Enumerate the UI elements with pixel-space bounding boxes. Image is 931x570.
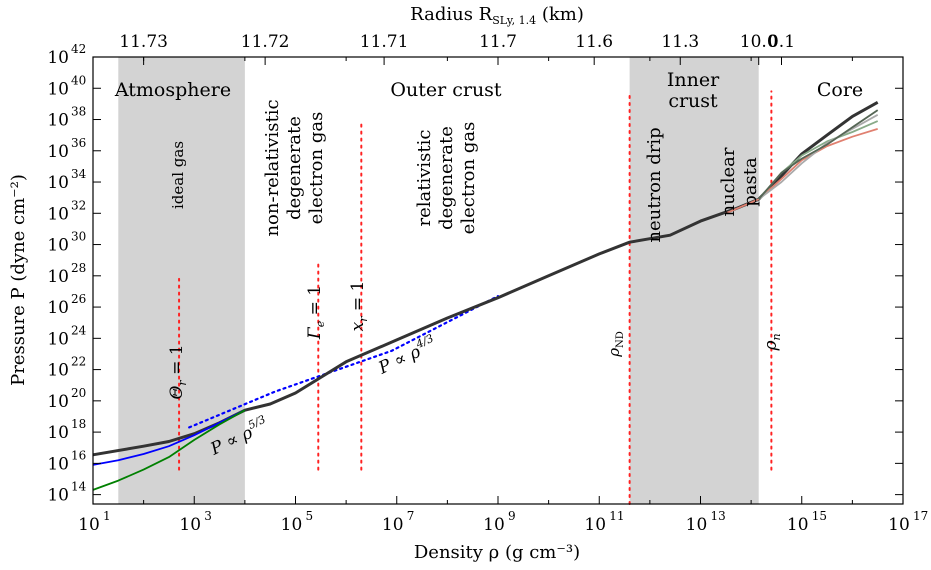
region-label-outer-crust: Outer crust xyxy=(390,79,502,101)
top-axis-title: Radius RSLy, 1.4 (km) xyxy=(410,4,584,27)
series-line-1 xyxy=(92,409,246,466)
y-tick-label-10: 10 xyxy=(47,173,69,193)
x-tick-exponent-8: 17 xyxy=(913,509,928,523)
y-tick-label-9: 10 xyxy=(47,204,69,224)
y-tick-exponent-5: 24 xyxy=(71,323,87,337)
top-tick-label-0: 11.73 xyxy=(119,32,168,52)
x-tick-label-6: 10 xyxy=(686,515,708,535)
x-tick-label-7: 10 xyxy=(787,515,809,535)
top-tick-label-2: 11.71 xyxy=(360,32,409,52)
annotation-rel-line1: relativistic xyxy=(414,130,435,227)
x-tick-exponent-2: 5 xyxy=(306,509,314,523)
y-tick-exponent-14: 42 xyxy=(71,42,86,56)
marker-label-theta: Θr = 1 xyxy=(167,344,189,399)
region-band-0 xyxy=(118,57,245,504)
y-tick-label-4: 10 xyxy=(47,361,69,381)
y-axis-title: Pressure P (dyne cm⁻²) xyxy=(8,174,29,386)
series-line-5 xyxy=(758,114,879,200)
x-tick-label-3: 10 xyxy=(382,515,404,535)
x-tick-label-8: 10 xyxy=(888,515,910,535)
series-line-4 xyxy=(758,120,879,200)
powerlaw-label-4-3: P ∝ ρ4/3 xyxy=(373,332,439,379)
y-tick-label-12: 10 xyxy=(47,111,69,131)
annotation-nonrelativistic: non-relativistic degenerate electron gas xyxy=(262,99,327,236)
region-band-2 xyxy=(629,57,759,504)
y-tick-label-13: 10 xyxy=(47,79,69,99)
x-tick-label-2: 10 xyxy=(281,515,303,535)
y-tick-exponent-11: 36 xyxy=(71,136,86,150)
x-tick-exponent-3: 7 xyxy=(407,509,415,523)
top-tick-label-4: 11.6 xyxy=(575,32,613,52)
y-tick-exponent-12: 38 xyxy=(71,105,86,119)
y-tick-label-8: 10 xyxy=(47,236,69,256)
x-axis-title: Density ρ (g cm⁻³) xyxy=(414,542,580,563)
y-tick-label-1: 10 xyxy=(47,454,69,474)
x-tick-exponent-0: 1 xyxy=(103,509,111,523)
x-tick-exponent-6: 13 xyxy=(711,509,726,523)
y-tick-exponent-8: 30 xyxy=(71,230,86,244)
top-tick-label-1: 11.72 xyxy=(241,32,290,52)
vertical-markers xyxy=(178,90,773,505)
region-shading xyxy=(118,57,759,504)
y-tick-exponent-1: 16 xyxy=(71,448,86,462)
top-tick-label-5: 11.3 xyxy=(661,32,699,52)
x-tick-label-5: 10 xyxy=(584,515,606,535)
marker-label-x: xr = 1 xyxy=(348,281,370,332)
series-line-6 xyxy=(758,109,879,200)
series-line-2 xyxy=(92,409,246,491)
x-tick-exponent-7: 15 xyxy=(812,509,827,523)
y-tick-exponent-13: 40 xyxy=(71,73,86,87)
y-tick-exponent-7: 28 xyxy=(71,261,86,275)
y-tick-label-7: 10 xyxy=(47,267,69,287)
y-tick-exponent-0: 14 xyxy=(71,480,87,494)
top-tick-label-6: 10.0 xyxy=(740,32,778,52)
y-tick-label-5: 10 xyxy=(47,329,69,349)
annotation-neutron-drip: neutron drip xyxy=(644,127,665,242)
marker-label-rho-nd: ρND xyxy=(605,331,626,358)
annotation-nonrel-line1: non-relativistic xyxy=(262,99,283,236)
annotation-pasta-line2: pasta xyxy=(740,157,761,207)
y-tick-exponent-6: 26 xyxy=(71,292,86,306)
y-tick-label-2: 10 xyxy=(47,423,69,443)
annotation-rel-line2: degenerate xyxy=(436,126,457,230)
y-tick-exponent-2: 18 xyxy=(71,417,86,431)
y-tick-label-14: 10 xyxy=(47,48,69,68)
y-tick-exponent-4: 22 xyxy=(71,355,86,369)
region-label-inner-crust-line2: crust xyxy=(668,90,718,112)
annotation-nonrel-line3: electron gas xyxy=(306,112,327,225)
annotation-ideal-gas: ideal gas xyxy=(169,141,187,209)
marker-label-gamma: Γe = 1 xyxy=(305,285,327,340)
x-tick-exponent-4: 9 xyxy=(508,509,516,523)
region-label-atmosphere: Atmosphere xyxy=(114,79,231,101)
y-tick-exponent-10: 34 xyxy=(71,167,87,181)
x-tick-exponent-5: 11 xyxy=(609,509,624,523)
x-tick-label-1: 10 xyxy=(179,515,201,535)
y-tick-label-0: 10 xyxy=(47,486,69,506)
annotation-nuclear-pasta: nuclear pasta xyxy=(718,147,761,216)
y-tick-label-11: 10 xyxy=(47,142,69,162)
top-tick-label-7: 0.1 xyxy=(768,32,795,52)
y-tick-exponent-3: 20 xyxy=(71,386,86,400)
annotation-pasta-line1: nuclear xyxy=(718,147,739,216)
top-tick-label-3: 11.7 xyxy=(479,32,517,52)
y-tick-label-6: 10 xyxy=(47,298,69,318)
region-label-core: Core xyxy=(817,79,863,101)
series-lines xyxy=(92,100,879,491)
annotation-relativistic: relativistic degenerate electron gas xyxy=(414,122,479,235)
x-tick-label-4: 10 xyxy=(483,515,505,535)
annotation-rel-line3: electron gas xyxy=(458,122,479,235)
region-label-inner-crust-line1: Inner xyxy=(667,69,720,91)
annotation-nonrel-line2: degenerate xyxy=(284,116,305,220)
y-tick-exponent-9: 32 xyxy=(71,198,86,212)
y-tick-label-3: 10 xyxy=(47,392,69,412)
x-tick-label-0: 10 xyxy=(78,515,100,535)
x-tick-exponent-1: 3 xyxy=(204,509,212,523)
marker-label-rho-n: ρn xyxy=(761,333,783,351)
